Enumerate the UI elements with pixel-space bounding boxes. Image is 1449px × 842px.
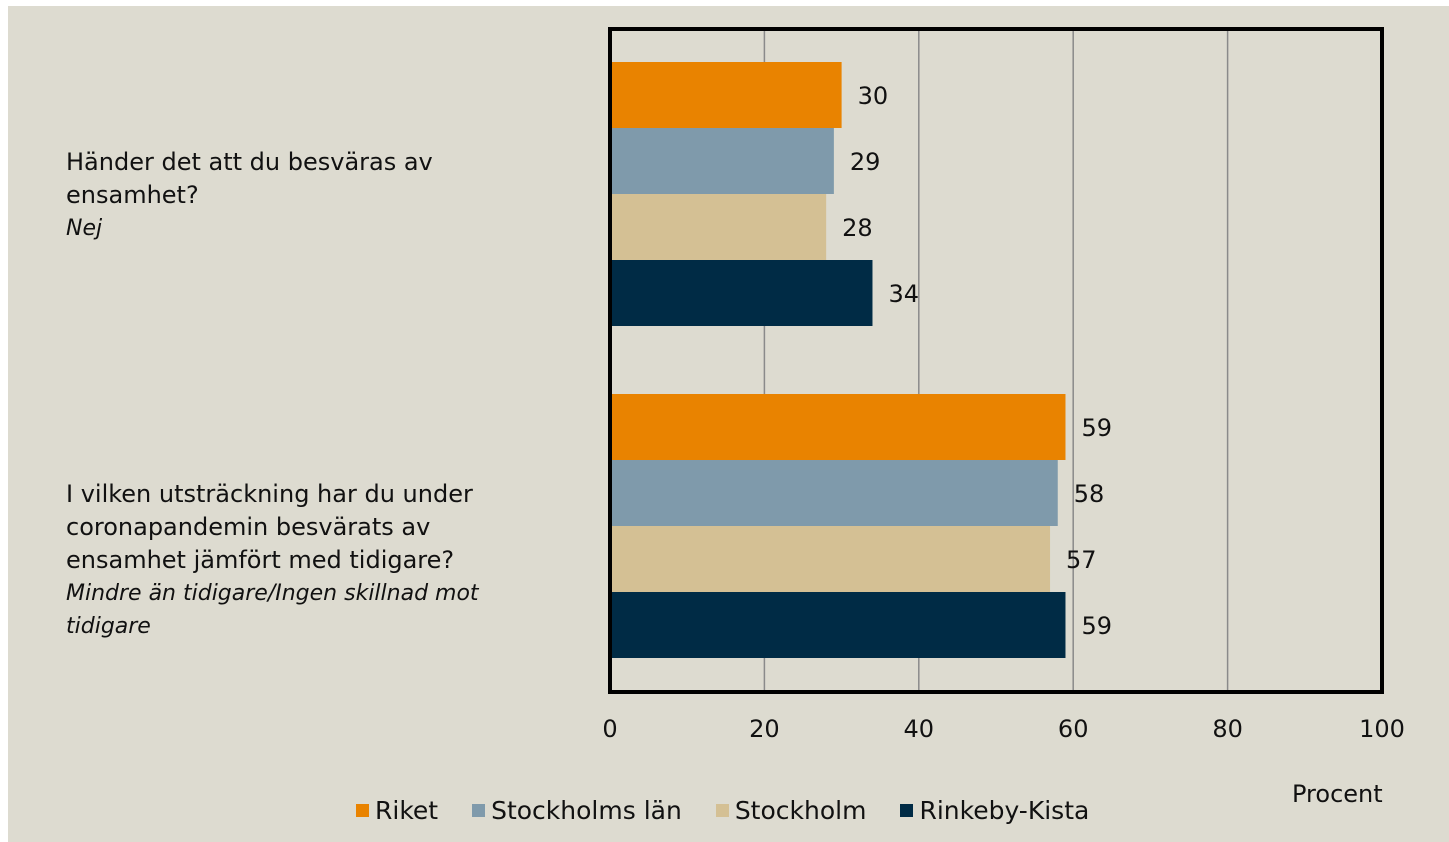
legend-swatch: [715, 804, 729, 817]
x-tick-label: 80: [1212, 715, 1243, 743]
category-label-1: Händer det att du besväras av ensamhet? …: [66, 146, 433, 245]
data-label: 59: [1081, 612, 1112, 640]
legend-item-rinkeby-kista: Rinkeby-Kista: [900, 796, 1089, 825]
category-question-line: coronapandemin besvärats av: [66, 513, 431, 541]
category-label-2: I vilken utsträckning har du under coron…: [66, 478, 479, 643]
bar: [610, 526, 1051, 592]
bar-chart: 30 29 28 34 59 58 57 59 0 20 40 60 80 100: [602, 27, 1405, 743]
data-label: 57: [1066, 546, 1097, 574]
data-label: 58: [1074, 480, 1105, 508]
category-answer-line: tidigare: [66, 614, 151, 639]
x-tick-label: 0: [602, 715, 617, 743]
category-question-line: Händer det att du besväras av: [66, 148, 433, 176]
data-label: 30: [858, 82, 889, 110]
plot-border: [608, 27, 1384, 694]
x-axis-unit-label: Procent: [1292, 780, 1383, 808]
legend-label: Stockholm: [734, 796, 867, 825]
data-label: 59: [1081, 414, 1112, 442]
x-tick-label: 60: [1058, 715, 1089, 743]
bar: [610, 128, 834, 194]
data-label: 28: [842, 214, 873, 242]
category-answer-line: Mindre än tidigare/Ingen skillnad mot: [66, 581, 479, 606]
category-question-line: I vilken utsträckning har du under: [66, 480, 473, 508]
data-label: 34: [888, 280, 919, 308]
legend-item-riket: Riket: [356, 796, 438, 825]
bar: [610, 194, 827, 260]
bar: [610, 62, 842, 128]
legend-item-stockholm: Stockholm: [715, 796, 867, 825]
legend-swatch: [356, 804, 369, 817]
bar: [610, 260, 873, 326]
bar: [610, 394, 1066, 460]
category-answer-line: Nej: [66, 216, 103, 241]
legend-label: Riket: [375, 796, 439, 825]
legend-label: Rinkeby-Kista: [919, 796, 1090, 825]
bar: [610, 460, 1058, 526]
category-question-line: ensamhet jämfört med tidigare?: [66, 546, 455, 574]
category-question-line: ensamhet?: [66, 181, 199, 209]
legend-item-stockholms-lan: Stockholms län: [472, 796, 682, 825]
legend-swatch: [900, 804, 914, 817]
x-tick-label: 40: [904, 715, 935, 743]
bar: [610, 592, 1066, 658]
x-tick-label: 100: [1359, 715, 1405, 743]
legend-label: Stockholms län: [491, 796, 682, 825]
data-label: 29: [850, 148, 881, 176]
chart-frame: 30 29 28 34 59 58 57 59 0 20 40 60 80 100 Händer det …: [8, 6, 1449, 842]
legend: Riket Stockholms län Stockholm Rinkeby-K…: [356, 796, 1123, 825]
x-tick-label: 20: [749, 715, 780, 743]
legend-swatch: [472, 804, 486, 817]
